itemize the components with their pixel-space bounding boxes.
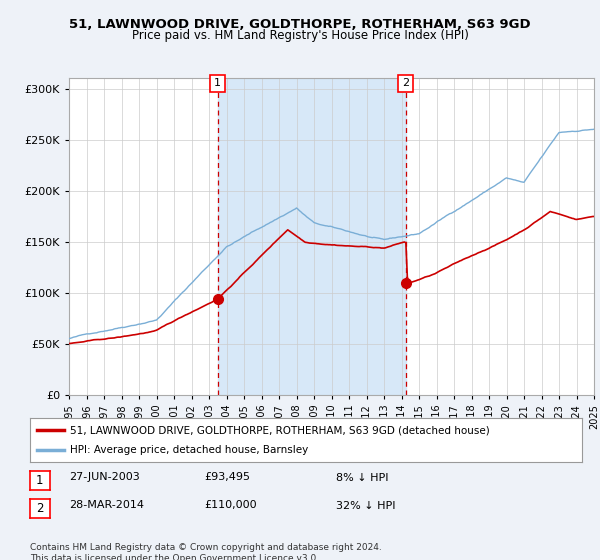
Text: 8% ↓ HPI: 8% ↓ HPI bbox=[336, 473, 389, 483]
Text: HPI: Average price, detached house, Barnsley: HPI: Average price, detached house, Barn… bbox=[70, 445, 308, 455]
Text: 1: 1 bbox=[36, 474, 44, 487]
Text: 51, LAWNWOOD DRIVE, GOLDTHORPE, ROTHERHAM, S63 9GD (detached house): 51, LAWNWOOD DRIVE, GOLDTHORPE, ROTHERHA… bbox=[70, 425, 490, 435]
Text: Contains HM Land Registry data © Crown copyright and database right 2024.
This d: Contains HM Land Registry data © Crown c… bbox=[30, 543, 382, 560]
Text: £93,495: £93,495 bbox=[204, 473, 250, 483]
Text: 1: 1 bbox=[214, 78, 221, 88]
Text: 32% ↓ HPI: 32% ↓ HPI bbox=[336, 501, 395, 511]
Text: 28-MAR-2014: 28-MAR-2014 bbox=[69, 501, 144, 511]
Bar bbox=[218, 78, 406, 395]
Text: 51, LAWNWOOD DRIVE, GOLDTHORPE, ROTHERHAM, S63 9GD: 51, LAWNWOOD DRIVE, GOLDTHORPE, ROTHERHA… bbox=[69, 18, 531, 31]
Text: 27-JUN-2003: 27-JUN-2003 bbox=[69, 473, 140, 483]
Text: Price paid vs. HM Land Registry's House Price Index (HPI): Price paid vs. HM Land Registry's House … bbox=[131, 29, 469, 42]
Text: 2: 2 bbox=[403, 78, 409, 88]
Text: £110,000: £110,000 bbox=[204, 501, 257, 511]
Text: 2: 2 bbox=[36, 502, 44, 515]
